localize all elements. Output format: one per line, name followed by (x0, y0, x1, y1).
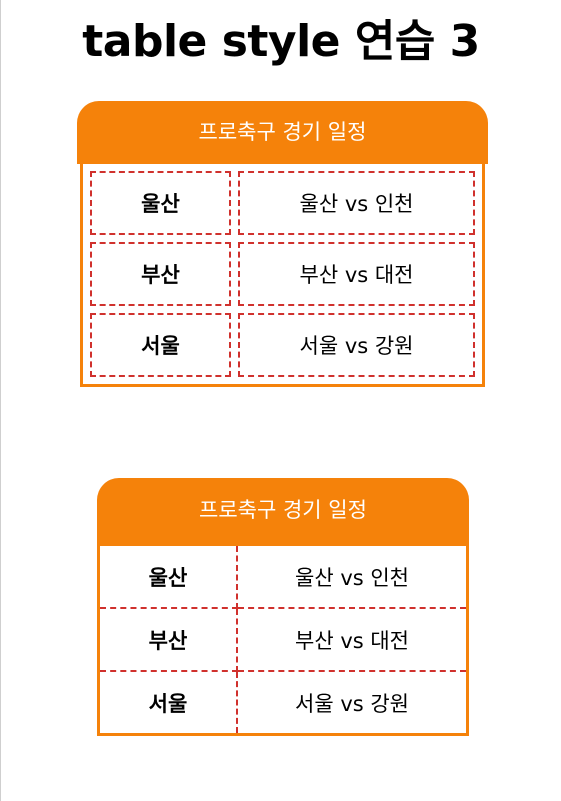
match-cell: 서울 vs 강원 (238, 313, 475, 377)
match-cell: 서울 vs 강원 (236, 670, 469, 736)
city-cell: 서울 (90, 313, 231, 377)
table-row: 울산 울산 vs 인천 (97, 543, 469, 609)
page-title: table style 연습 3 (82, 16, 480, 67)
schedule-table-collapsed: 프로축구 경기 일정 울산 울산 vs 인천 부산 부산 vs 대전 서울 서울… (97, 478, 469, 736)
city-cell: 부산 (97, 607, 238, 672)
match-cell: 부산 vs 대전 (238, 242, 475, 306)
match-cell: 부산 vs 대전 (236, 607, 469, 672)
table-row: 부산 부산 vs 대전 (97, 607, 469, 672)
match-cell: 울산 vs 인천 (236, 543, 469, 609)
table-caption: 프로축구 경기 일정 (97, 478, 469, 543)
table-row: 부산 부산 vs 대전 (90, 242, 475, 306)
table-row: 울산 울산 vs 인천 (90, 171, 475, 235)
city-cell: 서울 (97, 670, 238, 736)
table-caption: 프로축구 경기 일정 (77, 101, 488, 164)
table-row: 서울 서울 vs 강원 (97, 670, 469, 736)
city-cell: 부산 (90, 242, 231, 306)
city-cell: 울산 (90, 171, 231, 235)
schedule-table-separate: 프로축구 경기 일정 울산 울산 vs 인천 부산 부산 vs 대전 서울 서울… (77, 101, 488, 387)
match-cell: 울산 vs 인천 (238, 171, 475, 235)
table-row: 서울 서울 vs 강원 (90, 313, 475, 377)
city-cell: 울산 (97, 543, 238, 609)
